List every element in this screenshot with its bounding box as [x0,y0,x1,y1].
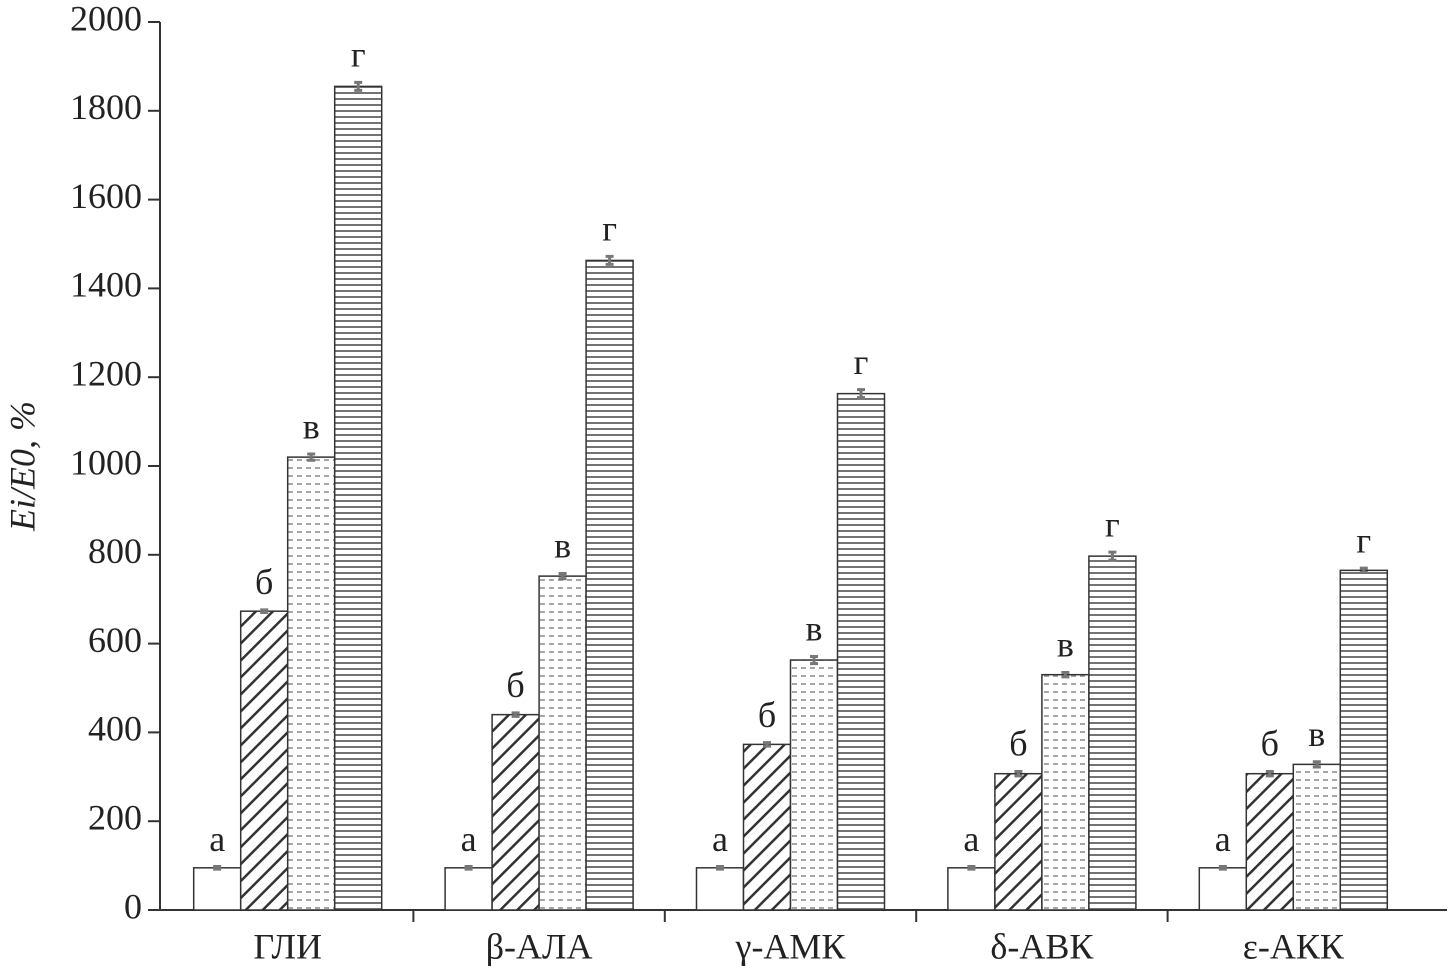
x-tick-label: β-АЛА [486,926,593,966]
bar-letter: г [854,342,869,382]
error-bar [1265,769,1274,778]
bar-letter: г [1356,520,1371,560]
error-bar [511,711,520,718]
y-tick-label: 0 [124,886,142,926]
error-bar [1061,670,1070,679]
y-tick-label: 800 [88,531,142,571]
bar [538,575,587,911]
bar-letter: в [1057,625,1074,665]
bar-letter: г [1105,504,1120,544]
error-bar [716,864,724,871]
y-tick-label: 1400 [70,265,142,305]
bar-letter: в [806,609,823,649]
error-bar [763,741,771,748]
bar [947,867,996,911]
bar [1245,772,1295,911]
x-tick-label: ГЛИ [253,926,322,966]
bar-letter: б [1009,724,1027,764]
y-tick-label: 400 [88,709,142,749]
bar [286,456,336,911]
bar [836,392,886,911]
y-tick-label: 1200 [70,353,142,393]
bar-letter: а [963,819,979,859]
bar [444,867,493,911]
y-tick-label: 1800 [70,87,142,127]
error-bar [307,452,316,462]
bar-letter: б [506,665,524,705]
bar-letter: в [303,406,320,446]
bar [1292,763,1342,911]
bar-letter: г [602,209,617,249]
error-bar [810,654,818,666]
error-bar [857,388,865,400]
bar [695,867,745,911]
bar-letter: а [712,819,728,859]
x-tick-label: γ-АМК [735,926,847,966]
y-tick-label: 200 [88,797,142,837]
bar [994,772,1043,911]
bar-letter: а [461,819,477,859]
bar-letter: а [209,819,225,859]
x-tick-label: ε-АКК [1243,926,1345,966]
y-axis-label: Ei/E0, % [2,401,42,532]
bar [239,610,289,911]
y-tick-label: 1000 [70,442,142,482]
bar [491,713,540,911]
error-bar [605,254,614,266]
error-bar [354,80,363,92]
error-bar [1312,760,1321,769]
error-bar [1218,864,1227,871]
bar-letter: а [1215,819,1231,859]
error-bar [213,864,222,871]
bar-letter: в [1308,714,1325,754]
bar-letter: г [351,35,366,75]
bar [1198,867,1248,911]
error-bar [558,571,567,581]
y-tick-label: 1600 [70,176,142,216]
x-tick-label: δ-АВК [990,926,1094,966]
error-bar [1359,566,1368,575]
bar-letter: б [758,695,776,735]
bar [789,659,839,911]
error-bar [464,864,473,871]
y-tick-label: 600 [88,620,142,660]
bar-letter: б [255,562,273,602]
bar-letter: б [1261,724,1279,764]
bar [1041,673,1090,911]
bar [742,743,792,911]
bar [1339,569,1389,911]
error-bar [1014,769,1023,778]
bar [333,85,383,911]
y-tick-label: 2000 [70,0,142,38]
error-bar [1108,550,1117,562]
bar-letter: в [554,526,571,566]
bar [585,259,634,911]
error-bar [260,608,269,615]
bar [192,867,242,911]
error-bar [967,864,976,871]
bar [1088,555,1137,911]
